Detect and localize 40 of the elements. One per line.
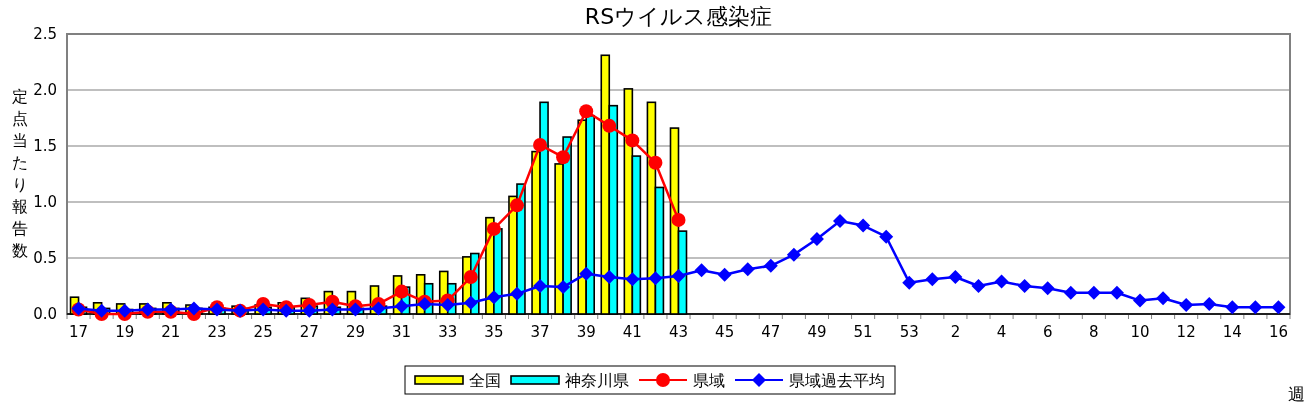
x-tick-label: 45 [715, 323, 735, 341]
x-axis-title: 週 [1287, 384, 1305, 404]
x-tick-label: 10 [1130, 323, 1150, 341]
x-tick-label: 37 [530, 323, 550, 341]
x-tick-label: 29 [345, 323, 365, 341]
x-tick-label: 4 [996, 323, 1007, 341]
y-tick-label: 1.0 [33, 193, 57, 211]
x-tick-label: 12 [1176, 323, 1196, 341]
y-axis-title: 定点当たり報告数 [12, 87, 28, 260]
x-tick-label: 47 [761, 323, 781, 341]
legend-label: 全国 [469, 371, 501, 390]
y-tick-label: 2.0 [33, 81, 57, 99]
x-tick-label: 39 [576, 323, 596, 341]
x-tick-label: 14 [1222, 323, 1242, 341]
x-tick-label: 21 [161, 323, 181, 341]
x-tick-label: 49 [807, 323, 827, 341]
x-tick-label: 33 [438, 323, 458, 341]
x-tick-label: 27 [299, 323, 319, 341]
x-tick-label: 17 [68, 323, 89, 341]
x-tick-label: 23 [207, 323, 227, 341]
x-tick-label: 25 [253, 323, 273, 341]
legend-label: 県域過去平均 [789, 371, 885, 390]
x-tick-label: 53 [899, 323, 919, 341]
legend-label: 県域 [693, 371, 725, 390]
x-tick-label: 6 [1042, 323, 1053, 341]
x-tick-label: 8 [1089, 323, 1099, 341]
x-tick-label: 51 [853, 323, 873, 341]
legend-label: 神奈川県 [565, 371, 629, 390]
x-tick-label: 35 [484, 323, 504, 341]
x-tick-label: 16 [1268, 323, 1289, 341]
y-tick-label: 1.5 [33, 137, 57, 155]
x-tick-label: 41 [622, 323, 642, 341]
x-tick-label: 2 [950, 323, 961, 341]
y-tick-label: 0.0 [33, 305, 57, 323]
y-tick-label: 2.5 [33, 25, 57, 43]
chart-title: RSウイルス感染症 [584, 4, 773, 29]
x-tick-label: 43 [668, 323, 689, 341]
x-tick-label: 31 [392, 323, 412, 341]
y-tick-label: 0.5 [33, 249, 57, 267]
x-tick-label: 19 [115, 323, 135, 341]
